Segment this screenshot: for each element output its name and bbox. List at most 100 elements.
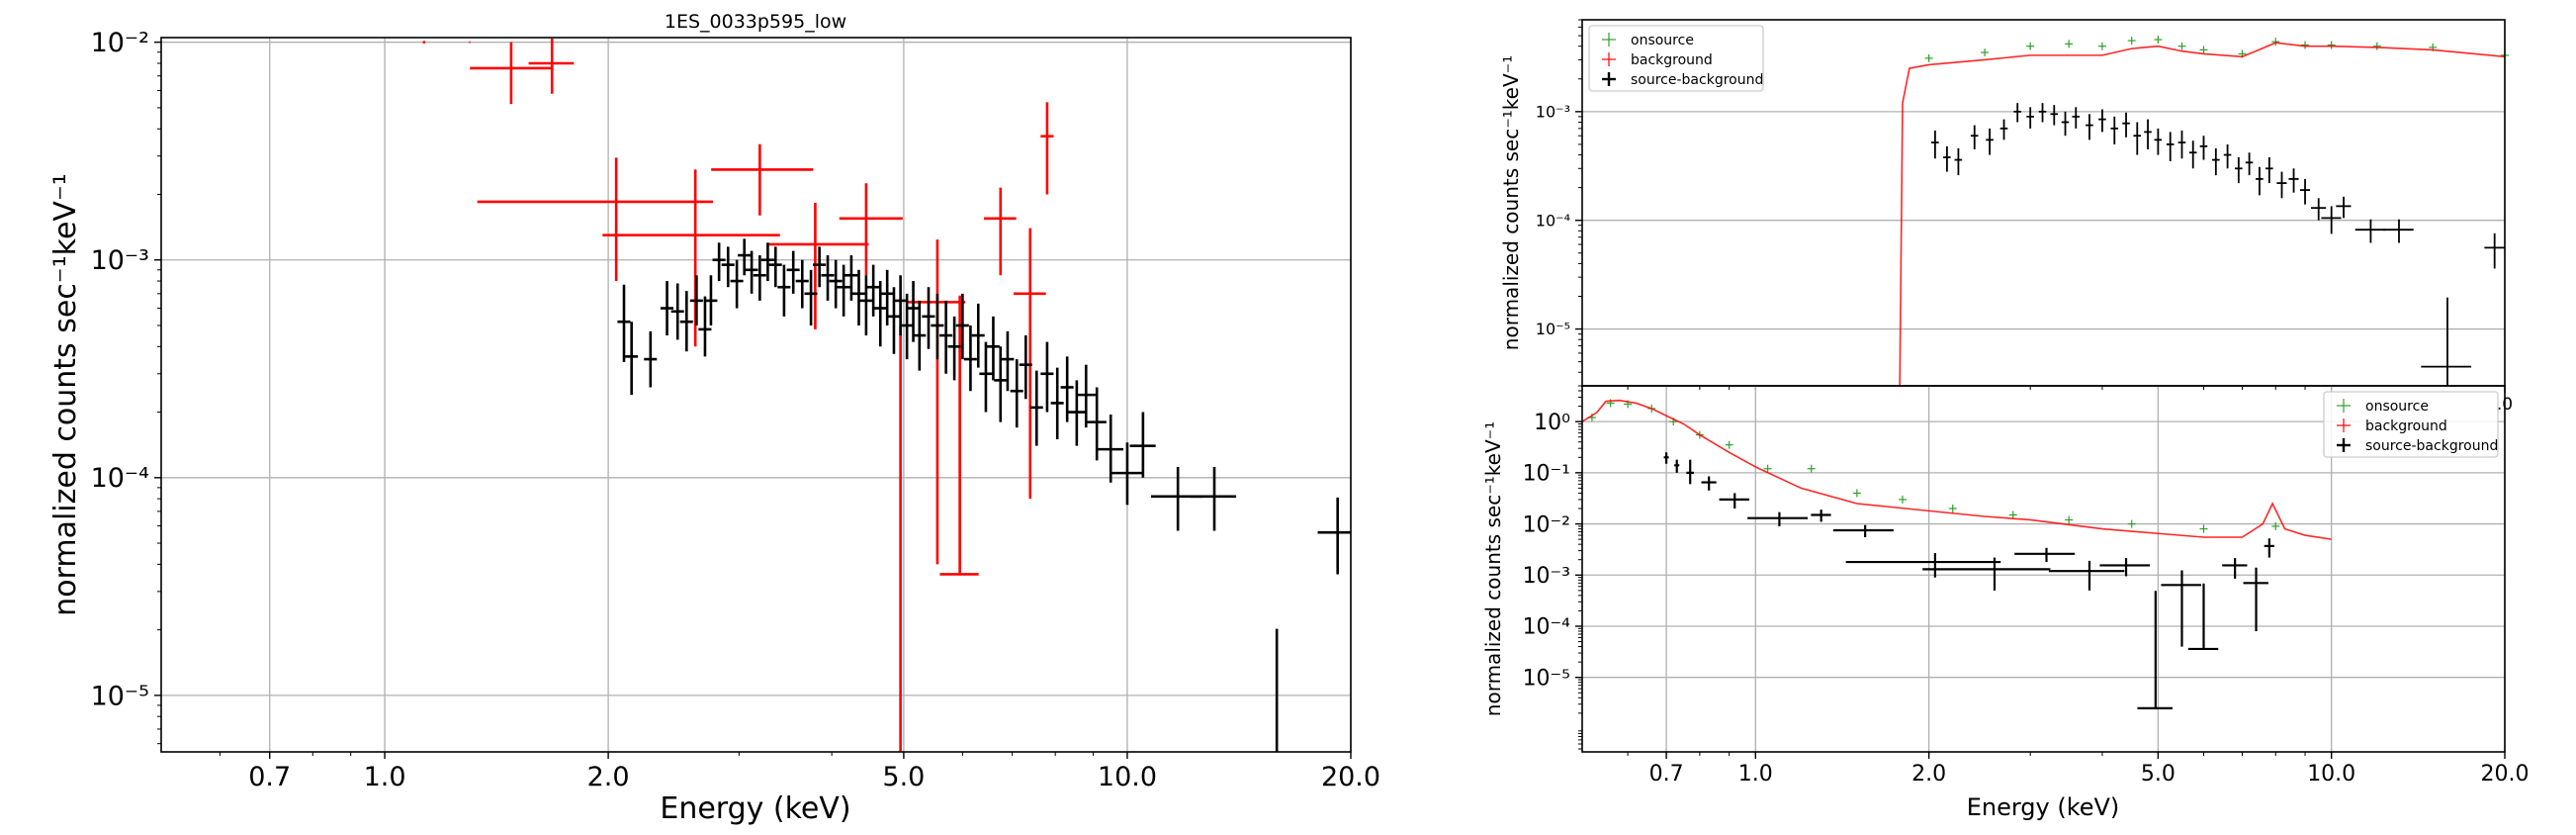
error-bar xyxy=(900,293,914,360)
error-bar xyxy=(1040,341,1054,413)
error-bar xyxy=(2086,114,2093,140)
x-tick-label: 1.0 xyxy=(1738,762,1773,787)
error-bar xyxy=(1191,466,1237,531)
error-bar xyxy=(979,341,993,413)
error-bar xyxy=(721,246,735,288)
error-bar xyxy=(2256,166,2264,196)
error-bar xyxy=(1922,557,2051,591)
bottom-right-axes-frame xyxy=(1581,385,2506,753)
error-bar xyxy=(2144,119,2152,149)
error-bar xyxy=(1010,359,1023,428)
y-tick-label: 10⁻⁵ xyxy=(1523,666,1570,691)
top-right-panel: .010⁻⁵10⁻⁴10⁻³ normalized counts sec⁻¹ke… xyxy=(1499,19,2513,415)
legend-frame xyxy=(2323,391,2499,458)
error-bar xyxy=(1811,510,1831,522)
series-source-background xyxy=(1931,103,2505,386)
error-bar xyxy=(2110,116,2119,144)
y-tick-label: 10⁻³ xyxy=(1536,102,1570,121)
error-bar xyxy=(528,38,575,94)
error-bar xyxy=(2099,558,2151,577)
error-bar xyxy=(2265,157,2273,184)
error-bar xyxy=(859,275,873,336)
error-bar xyxy=(1001,330,1015,392)
legend-entry: source-background xyxy=(1602,72,1763,88)
error-bar xyxy=(2014,547,2076,563)
error-bar xyxy=(1954,147,1963,176)
error-bar xyxy=(745,250,758,294)
error-bar xyxy=(1986,128,1994,155)
error-bar xyxy=(470,42,554,105)
bottom-right-ylabel: normalized counts sec⁻¹keV⁻¹ xyxy=(1481,421,1505,716)
error-bar xyxy=(2321,206,2342,234)
error-bar xyxy=(698,296,712,357)
error-bar xyxy=(711,143,814,216)
error-bar xyxy=(1129,412,1156,478)
error-bar xyxy=(1110,442,1143,506)
error-bar xyxy=(821,255,835,301)
error-bar xyxy=(2061,111,2070,137)
legend-entry: background xyxy=(1602,52,1713,68)
top-right-legend: onsource background source-background xyxy=(1588,25,1764,92)
error-bar xyxy=(2311,198,2327,221)
left-ylabel: normalized counts sec⁻¹keV⁻¹ xyxy=(48,173,83,616)
legend-label: background xyxy=(1631,52,1713,68)
error-bar xyxy=(2264,538,2274,558)
error-bar xyxy=(1019,335,1032,400)
error-bar xyxy=(1674,459,1680,473)
error-bar xyxy=(617,284,631,362)
error-bar xyxy=(2122,112,2130,138)
error-bar xyxy=(913,300,927,371)
error-bar xyxy=(939,295,979,576)
error-bar xyxy=(2038,103,2047,123)
error-bar xyxy=(2133,122,2142,155)
y-tick-label: 10⁻⁵ xyxy=(91,681,149,711)
error-bar xyxy=(931,293,944,360)
error-bar xyxy=(2212,147,2220,176)
error-bar xyxy=(837,264,850,317)
x-tick-label: 0.7 xyxy=(248,762,291,792)
left-panel: 0.7 1.0 2.0 5.0 10.0 20.0 10⁻⁵ 10⁻⁴ 10⁻³ 10⁻² 1ES… xyxy=(48,11,1380,826)
error-bar xyxy=(1014,228,1046,500)
error-bar xyxy=(2354,219,2386,243)
error-bar xyxy=(1040,102,1054,195)
legend-entry: onsource xyxy=(2337,399,2429,415)
error-bar xyxy=(2288,168,2299,193)
error-bar xyxy=(844,255,858,301)
error-bar xyxy=(2336,196,2352,219)
error-bar xyxy=(1686,459,1694,485)
error-bar xyxy=(2383,219,2414,243)
bottom-right-ticks: 0.7 1.0 2.0 5.0 10.0 20.0 10⁻⁵ 10⁻⁴ 10⁻³ 10⁻² 10⁻¹… xyxy=(1523,385,2530,787)
error-bar xyxy=(839,183,903,276)
error-bar xyxy=(2484,232,2505,269)
error-bar xyxy=(851,269,865,325)
bottom-right-data xyxy=(1581,399,2332,709)
error-bar xyxy=(1029,370,1043,446)
error-bar xyxy=(625,322,639,396)
x-tick-label: 20.0 xyxy=(2481,762,2530,787)
left-xlabel: Energy (keV) xyxy=(660,791,850,826)
legend-label: onsource xyxy=(1631,33,1694,48)
error-bar xyxy=(1097,414,1124,483)
error-bar xyxy=(2048,560,2125,591)
left-title: 1ES_0033p595_low xyxy=(665,11,846,33)
error-bar xyxy=(955,293,969,360)
error-bar xyxy=(1943,145,1951,172)
y-tick-label: 10⁻³ xyxy=(1523,564,1570,589)
series-group-1 xyxy=(617,238,1351,752)
error-bar xyxy=(971,303,985,368)
error-bar xyxy=(1087,387,1107,461)
error-bar xyxy=(795,259,809,309)
error-bar xyxy=(2245,152,2254,176)
error-bar xyxy=(1663,452,1669,464)
bottom-right-xlabel: Energy (keV) xyxy=(1967,793,2120,821)
legend-label: background xyxy=(2365,418,2447,434)
legend-entry: source-background xyxy=(2337,438,2498,454)
error-bar xyxy=(922,287,935,349)
legend-entry: background xyxy=(2337,418,2447,434)
error-bar xyxy=(2222,558,2248,579)
series-line xyxy=(1899,42,2506,387)
bottom-right-panel: 0.7 1.0 2.0 5.0 10.0 20.0 10⁻⁵ 10⁻⁴ 10⁻³ 10⁻² 10⁻¹… xyxy=(1481,385,2530,821)
error-bar xyxy=(2187,583,2219,651)
